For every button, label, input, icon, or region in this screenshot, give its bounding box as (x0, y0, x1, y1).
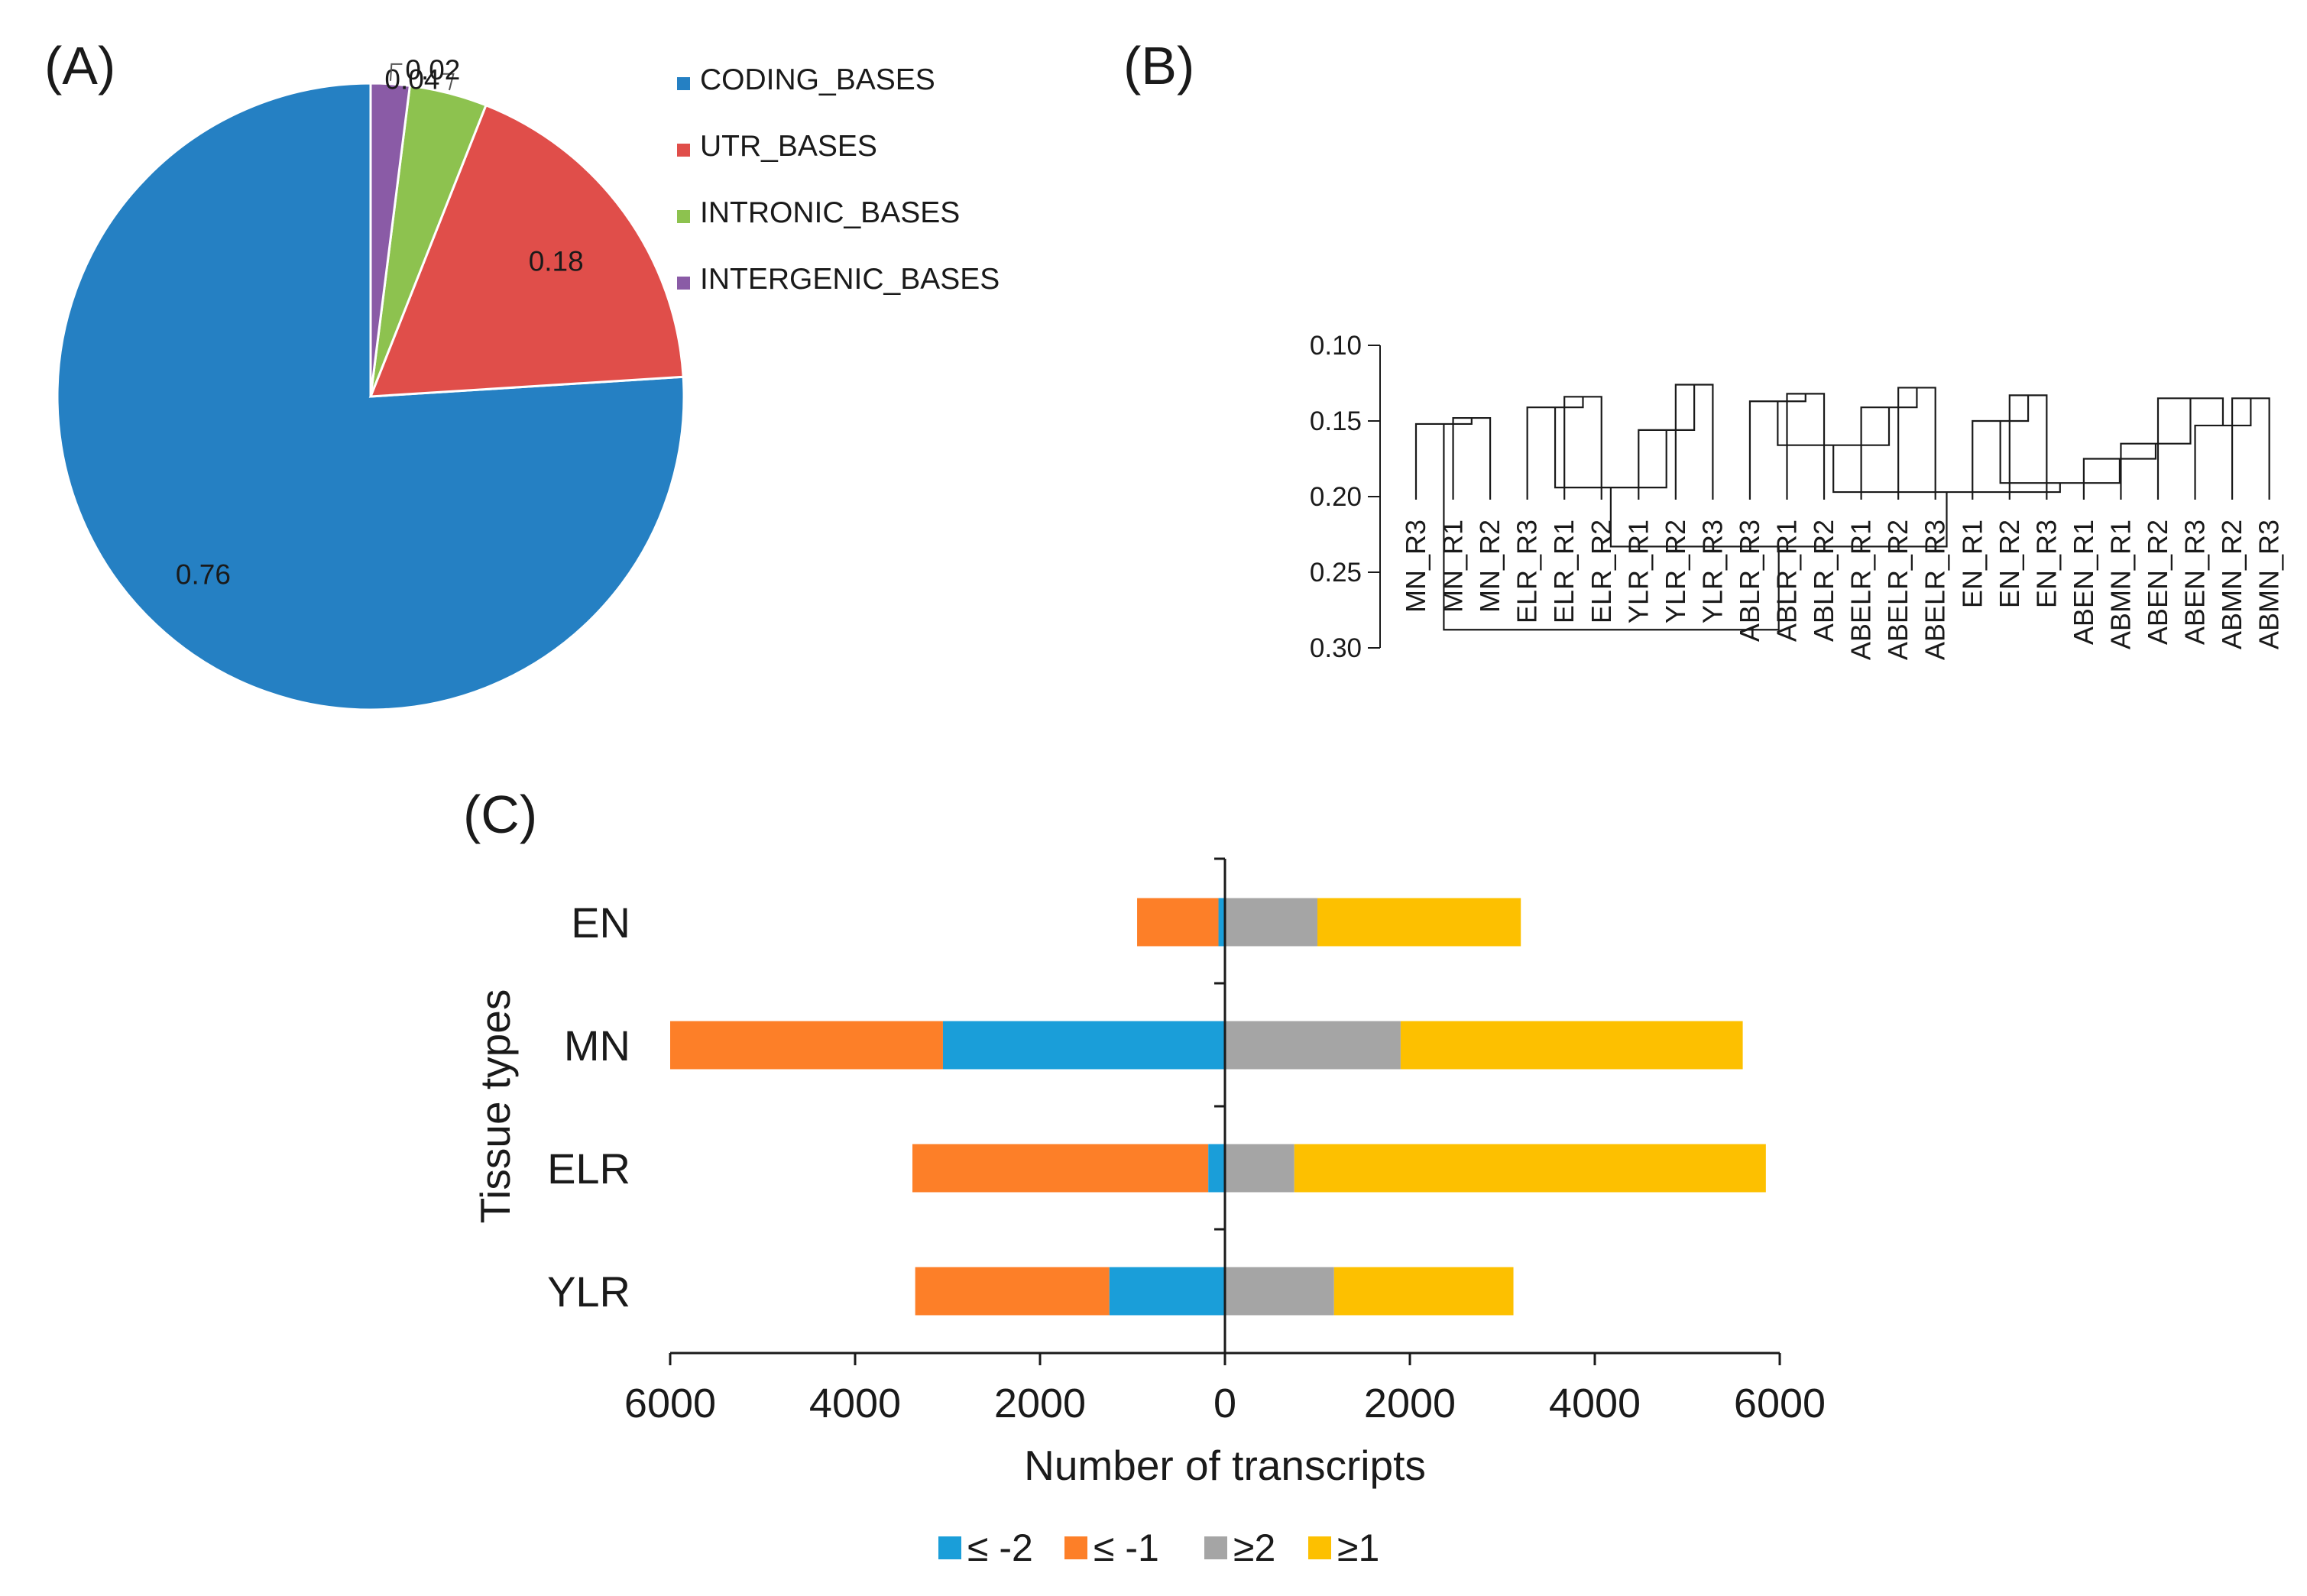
dendrogram-tick-label: 0.20 (1310, 482, 1362, 512)
pie-legend-label-utr-bases: UTR_BASES (700, 130, 877, 163)
x-tick-label: 6000 (1734, 1381, 1826, 1426)
dendrogram-link (1832, 445, 2061, 494)
dendrogram-leaf-ablr-r1: ABLR_R1 (1771, 520, 1803, 642)
bar-ylr-ge2 (1225, 1267, 1334, 1316)
pie-legend-swatch-coding-bases (677, 77, 690, 90)
dendrogram-leaf-ylr-r3: YLR_R3 (1696, 520, 1728, 623)
bar-legend-swatch-0 (938, 1536, 961, 1559)
pie-leader-intronic-bases (442, 73, 455, 91)
bar-chart: 6000 4000 2000 0 2000 4000 6000 EN MN ELR YLR Num… (471, 857, 1826, 1569)
panel-label-b: (B) (1123, 36, 1194, 96)
dendrogram-leaf-mn-r2: MN_R2 (1474, 520, 1505, 613)
x-tick-label: 4000 (1549, 1381, 1641, 1426)
x-axis-title: Number of transcripts (1024, 1442, 1426, 1489)
dendrogram-leaf-aben-r3: ABEN_R3 (2179, 520, 2211, 645)
dendrogram-link (1554, 407, 1667, 489)
x-tick-label: 6000 (624, 1381, 716, 1426)
dendrogram-link (1452, 416, 1492, 500)
panel-label-c: (C) (463, 785, 537, 844)
dendrogram-leaf-elr-r3: ELR_R3 (1512, 520, 1543, 623)
dendrogram-leaf-abmn-r3: ABMN_R3 (2254, 520, 2285, 649)
bar-elr-le-neg1 (912, 1144, 1209, 1193)
dendrogram-leaf-en-r3: EN_R3 (2030, 520, 2062, 608)
dendrogram-leaf-ablr-r2: ABLR_R2 (1808, 520, 1839, 642)
dendrogram-link (1443, 423, 1780, 631)
bar-ylr-ge1 (1333, 1267, 1514, 1316)
dendrogram-leaf-ylr-r2: YLR_R2 (1660, 520, 1691, 623)
bar-legend-swatch-2 (1204, 1536, 1227, 1559)
dendrogram-leaf-abelr-r2: ABELR_R2 (1882, 520, 1913, 660)
pie-label-coding-bases: 0.76 (176, 558, 231, 590)
pie-chart: 0.76 0.18 0.040.02 CODING_BASES UTR_BASES IN… (56, 54, 1000, 711)
dendrogram-tick-label: 0.25 (1310, 558, 1362, 588)
dendrogram-link (1786, 393, 1826, 500)
bar-legend-label-2: ≥2 (1233, 1526, 1275, 1569)
bar-mn-ge1 (1400, 1021, 1743, 1070)
bar-mn-le-neg2 (942, 1021, 1225, 1070)
dendrogram-leaf-abelr-r3: ABELR_R3 (1920, 520, 1951, 660)
bar-legend: ≤ -2 ≤ -1 ≥2 ≥1 (938, 1526, 1379, 1569)
pie-legend: CODING_BASES UTR_BASES INTRONIC_BASES INTER… (677, 63, 1000, 296)
x-tick-label: 0 (1213, 1381, 1236, 1426)
pie-legend-swatch-intergenic-bases (677, 277, 690, 290)
pie-slice-intergenic-bases (369, 82, 412, 397)
bar-legend-label-1: ≤ -1 (1094, 1526, 1159, 1569)
dendrogram-link (1999, 421, 2121, 484)
pie-legend-swatch-intronic-bases (677, 210, 690, 223)
bar-mn-le-neg1 (670, 1021, 943, 1070)
bar-legend-swatch-3 (1308, 1536, 1331, 1559)
dendrogram-leaf-abmn-r2: ABMN_R2 (2216, 520, 2247, 649)
x-tick-label: 2000 (1364, 1381, 1456, 1426)
dendrogram-leaf-en-r1: EN_R1 (1956, 520, 1988, 608)
panel-label-a: (A) (44, 36, 115, 96)
category-label-elr: ELR (547, 1144, 630, 1193)
dendrogram-leaf-mn-r1: MN_R1 (1437, 520, 1469, 613)
bar-elr-le-neg2 (1208, 1144, 1225, 1193)
dendrogram-leaf-abelr-r1: ABELR_R1 (1845, 520, 1877, 660)
pie-legend-label-intronic-bases: INTRONIC_BASES (700, 196, 960, 229)
bar-mn-ge2 (1225, 1021, 1401, 1070)
dendrogram-tick-label: 0.30 (1310, 633, 1362, 663)
bar-en-ge2 (1225, 898, 1317, 947)
dendrogram-y-axis: 0.30 0.25 0.20 0.15 0.10 (1310, 331, 1381, 663)
dendrogram-leaf-elr-r1: ELR_R1 (1548, 520, 1580, 623)
pie-leader-intergenic-bases (389, 63, 403, 81)
bar-legend-label-0: ≤ -2 (967, 1526, 1033, 1569)
dendrogram-leaf-abmn-r1: ABMN_R1 (2104, 520, 2136, 649)
bar-ylr-le-neg2 (1109, 1267, 1225, 1316)
dendrogram-leaf-aben-r2: ABEN_R2 (2142, 520, 2173, 645)
y-axis-title: Tissue types (471, 989, 519, 1224)
category-label-ylr: YLR (547, 1267, 630, 1316)
bar-ylr-le-neg1 (915, 1267, 1110, 1316)
pie-label-intergenic-bases: 0.02 (405, 54, 460, 86)
dendrogram-tick-label: 0.10 (1310, 331, 1362, 361)
pie-legend-label-coding-bases: CODING_BASES (700, 63, 935, 96)
dendrogram-leaf-ylr-r1: YLR_R1 (1622, 520, 1654, 623)
x-tick-label: 4000 (809, 1381, 901, 1426)
bar-en-le-neg1 (1137, 898, 1219, 947)
dendrogram-leaf-mn-r3: MN_R3 (1400, 520, 1431, 613)
bar-elr-ge2 (1225, 1144, 1294, 1193)
bar-en-ge1 (1317, 898, 1521, 947)
dendrogram: 0.300.250.200.150.10 MN_R3 MN_R1 MN_R2 ELR_… (1310, 331, 2285, 663)
bar-en-le-neg2 (1218, 898, 1225, 947)
pie-label-utr-bases: 0.18 (529, 246, 584, 277)
dendrogram-leaf-aben-r1: ABEN_R1 (2068, 520, 2099, 645)
bar-legend-label-3: ≥1 (1337, 1526, 1379, 1569)
dendrogram-tick-label: 0.15 (1310, 406, 1362, 436)
pie-legend-label-intergenic-bases: INTERGENIC_BASES (700, 263, 1000, 296)
bar-elr-ge1 (1294, 1144, 1766, 1193)
dendrogram-link (1563, 396, 1602, 500)
pie-slice-utr-bases (368, 103, 685, 398)
bar-legend-swatch-1 (1064, 1536, 1087, 1559)
x-tick-label: 2000 (994, 1381, 1086, 1426)
category-label-en: EN (571, 898, 630, 947)
dendrogram-leaf-en-r2: EN_R2 (1994, 520, 2025, 608)
dendrogram-leaf-elr-r2: ELR_R2 (1586, 520, 1617, 623)
category-label-mn: MN (564, 1021, 630, 1070)
dendrogram-leaf-ablr-r3: ABLR_R3 (1734, 520, 1765, 642)
pie-legend-swatch-utr-bases (677, 144, 690, 157)
pie-label-intronic-bases: 0.04 (384, 64, 439, 96)
